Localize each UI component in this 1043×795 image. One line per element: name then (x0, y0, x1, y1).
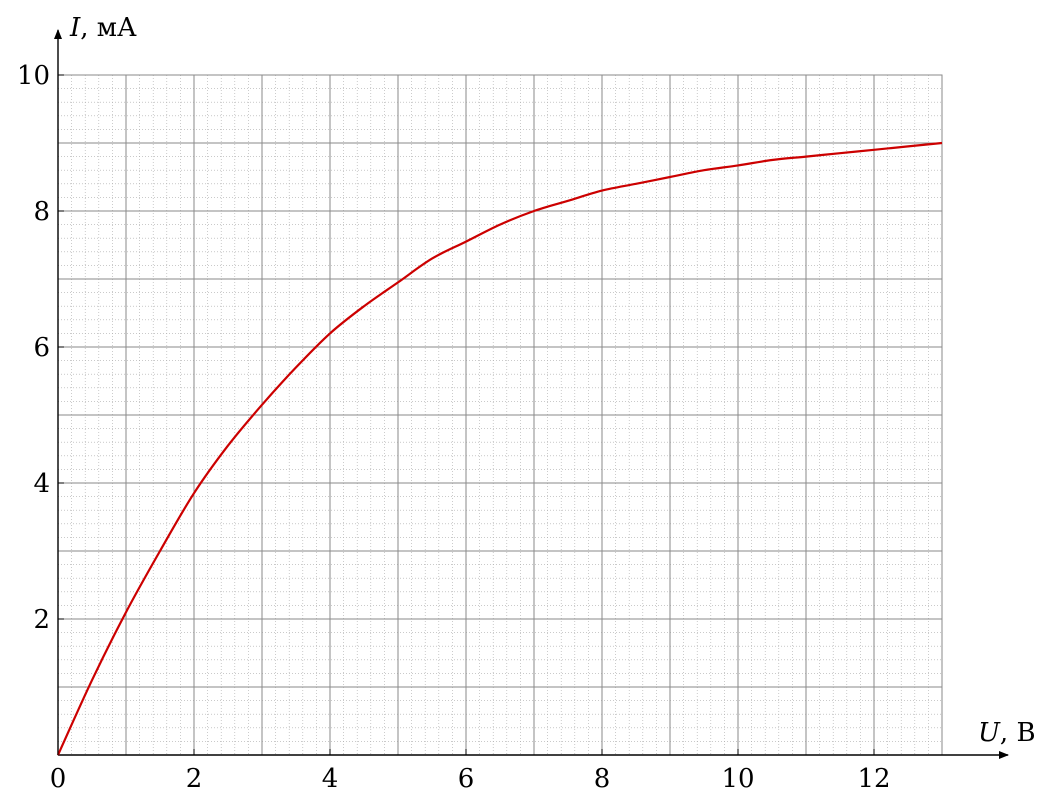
series-line (56, 141, 943, 756)
series-layer (56, 141, 943, 756)
major-grid-lines (58, 75, 942, 755)
x-tick-label: 0 (50, 764, 67, 794)
x-axis-label-var: U (978, 718, 1001, 748)
x-tick-label: 8 (594, 764, 611, 794)
y-tick-label: 6 (33, 333, 50, 363)
y-axis-label: I, мА (69, 13, 137, 43)
x-tick-label: 2 (186, 764, 203, 794)
x-axis-label-unit: , В (1000, 718, 1036, 748)
y-tick-labels: 2 4 6 8 10 (17, 61, 64, 635)
x-tick-label: 10 (721, 764, 754, 794)
y-tick-label: 2 (33, 605, 50, 635)
x-tick-label: 6 (458, 764, 475, 794)
y-tick-label: 4 (33, 469, 50, 499)
x-tick-label: 4 (322, 764, 339, 794)
major-grid (58, 75, 942, 755)
y-tick-label: 10 (17, 61, 50, 91)
y-axis-label-var: I (69, 13, 81, 43)
y-tick-label: 8 (33, 197, 50, 227)
x-tick-labels: 0 2 4 6 8 10 12 (50, 749, 891, 794)
y-axis-label-unit: , мА (80, 13, 137, 43)
x-tick-label: 12 (857, 764, 890, 794)
axes (54, 29, 1009, 759)
x-axis-label: U, В (978, 718, 1036, 748)
